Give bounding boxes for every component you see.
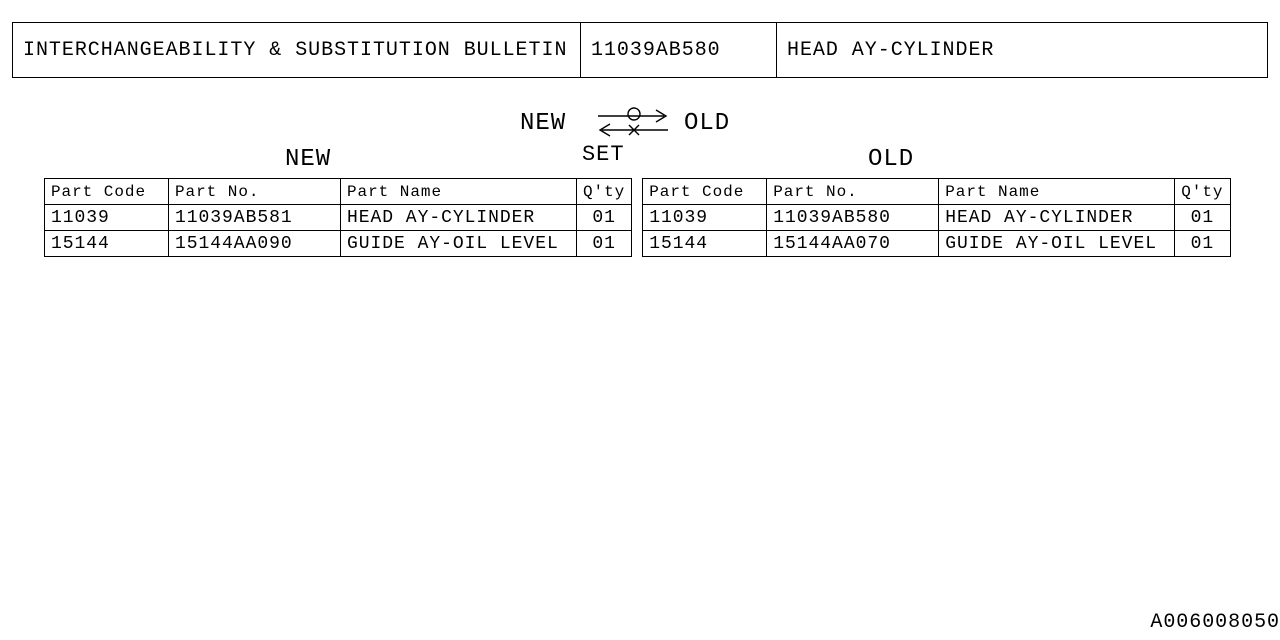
section-label-old: OLD bbox=[868, 146, 914, 173]
col-header-code: Part Code bbox=[643, 179, 767, 205]
symbol-old-label: OLD bbox=[684, 110, 730, 137]
cell-name: GUIDE AY-OIL LEVEL bbox=[939, 231, 1175, 257]
cell-no: 11039AB581 bbox=[169, 205, 341, 231]
interchange-arrows-icon bbox=[594, 106, 674, 140]
cell-code: 11039 bbox=[45, 205, 169, 231]
table-row: 15144 15144AA090 GUIDE AY-OIL LEVEL 01 bbox=[45, 231, 632, 257]
col-header-code: Part Code bbox=[45, 179, 169, 205]
header-title: INTERCHANGEABILITY & SUBSTITUTION BULLET… bbox=[13, 23, 581, 77]
col-header-name: Part Name bbox=[939, 179, 1175, 205]
cell-name: GUIDE AY-OIL LEVEL bbox=[341, 231, 577, 257]
col-header-qty: Q'ty bbox=[1175, 179, 1230, 205]
table-row: 11039 11039AB580 HEAD AY-CYLINDER 01 bbox=[643, 205, 1230, 231]
table-header-row: Part Code Part No. Part Name Q'ty bbox=[45, 179, 632, 205]
cell-qty: 01 bbox=[1175, 205, 1230, 231]
old-parts-table: Part Code Part No. Part Name Q'ty 11039 … bbox=[642, 178, 1230, 257]
cell-name: HEAD AY-CYLINDER bbox=[939, 205, 1175, 231]
header-part-no: 11039AB580 bbox=[581, 23, 777, 77]
page: INTERCHANGEABILITY & SUBSTITUTION BULLET… bbox=[0, 0, 1280, 640]
cell-no: 11039AB580 bbox=[767, 205, 939, 231]
table-gap bbox=[632, 178, 642, 257]
header-part-name: HEAD AY-CYLINDER bbox=[777, 23, 1267, 77]
cell-name: HEAD AY-CYLINDER bbox=[341, 205, 577, 231]
header-bar: INTERCHANGEABILITY & SUBSTITUTION BULLET… bbox=[12, 22, 1268, 78]
col-header-qty: Q'ty bbox=[577, 179, 632, 205]
cell-qty: 01 bbox=[1175, 231, 1230, 257]
cell-qty: 01 bbox=[577, 205, 632, 231]
col-header-no: Part No. bbox=[169, 179, 341, 205]
new-parts-table: Part Code Part No. Part Name Q'ty 11039 … bbox=[44, 178, 632, 257]
footer-code: A006008050 bbox=[1150, 611, 1280, 634]
table-row: 11039 11039AB581 HEAD AY-CYLINDER 01 bbox=[45, 205, 632, 231]
symbol-set-label: SET bbox=[582, 142, 625, 167]
col-header-name: Part Name bbox=[341, 179, 577, 205]
interchange-symbol-block: NEW OLD SET bbox=[0, 104, 1280, 154]
tables-wrap: Part Code Part No. Part Name Q'ty 11039 … bbox=[44, 178, 1236, 257]
cell-code: 15144 bbox=[45, 231, 169, 257]
symbol-new-label: NEW bbox=[520, 110, 566, 137]
table-row: 15144 15144AA070 GUIDE AY-OIL LEVEL 01 bbox=[643, 231, 1230, 257]
section-label-new: NEW bbox=[285, 146, 331, 173]
cell-qty: 01 bbox=[577, 231, 632, 257]
cell-code: 15144 bbox=[643, 231, 767, 257]
col-header-no: Part No. bbox=[767, 179, 939, 205]
cell-code: 11039 bbox=[643, 205, 767, 231]
table-header-row: Part Code Part No. Part Name Q'ty bbox=[643, 179, 1230, 205]
cell-no: 15144AA070 bbox=[767, 231, 939, 257]
cell-no: 15144AA090 bbox=[169, 231, 341, 257]
